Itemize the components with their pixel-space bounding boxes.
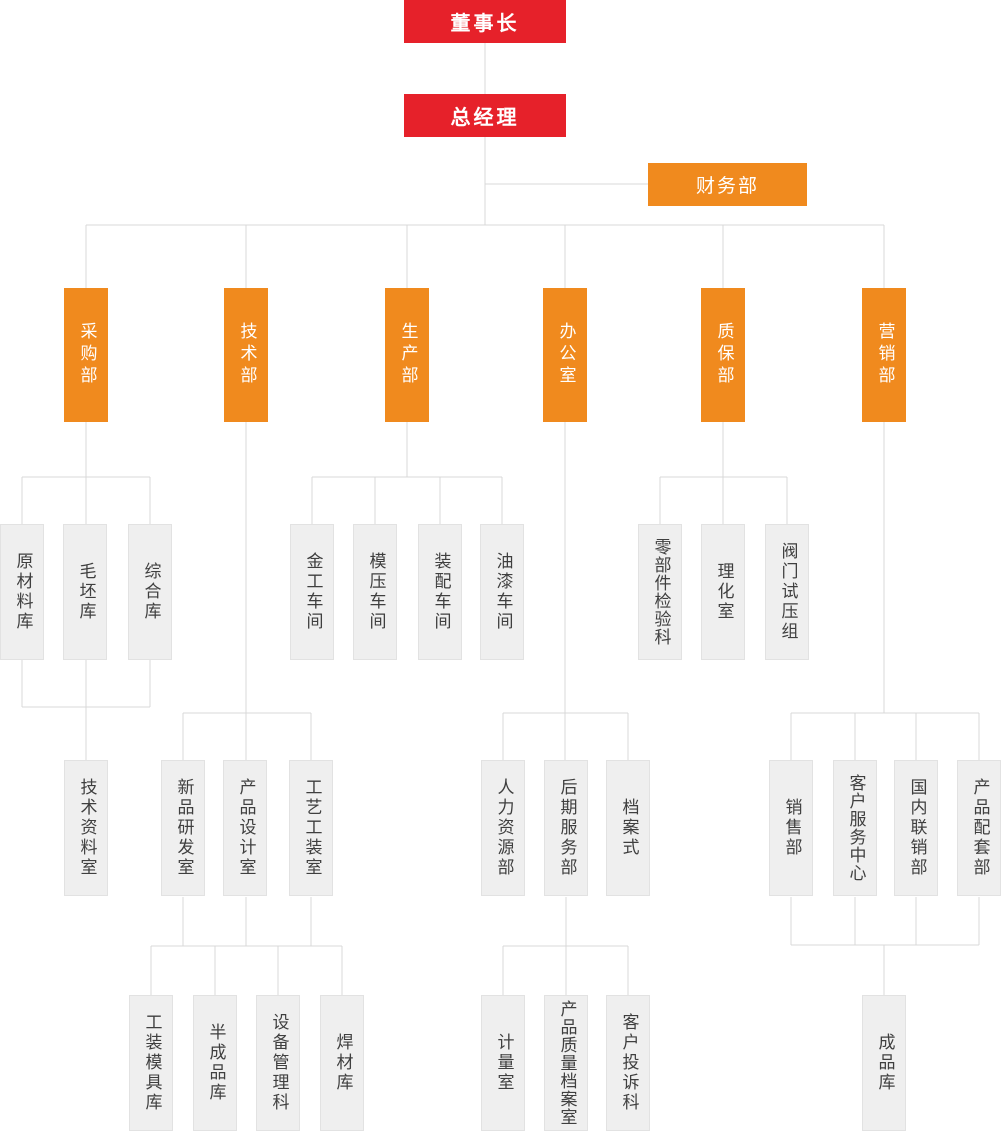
node-product-support-dept: 产品配套部 bbox=[957, 760, 1001, 896]
node-hr-dept: 人力资源部 bbox=[481, 760, 525, 896]
node-paint-workshop: 油漆车间 bbox=[480, 524, 524, 660]
node-process-tooling-room: 工艺工装室 bbox=[289, 760, 333, 896]
node-assembly-workshop: 装配车间 bbox=[418, 524, 462, 660]
dept-marketing: 营销部 bbox=[862, 288, 906, 422]
node-semi-finished-warehouse: 半成品库 bbox=[193, 995, 237, 1131]
node-after-service-dept: 后期服务部 bbox=[544, 760, 588, 896]
finance-dept-label: 财务部 bbox=[695, 175, 759, 197]
node-product-design-room: 产品设计室 bbox=[223, 760, 267, 896]
node-product-quality-archive-room: 产品质量档案室 bbox=[544, 995, 588, 1131]
node-metalwork-workshop: 金工车间 bbox=[290, 524, 334, 660]
node-raw-material-warehouse: 原材料库 bbox=[0, 524, 44, 660]
node-new-product-rd-room: 新品研发室 bbox=[161, 760, 205, 896]
node-equipment-management-section: 设备管理科 bbox=[256, 995, 300, 1131]
node-parts-inspection-section: 零部件检验科 bbox=[638, 524, 682, 660]
node-domestic-sales-dept: 国内联销部 bbox=[894, 760, 938, 896]
node-molding-workshop: 模压车间 bbox=[353, 524, 397, 660]
dept-office: 办公室 bbox=[543, 288, 587, 422]
node-customer-service-center: 客户服务中心 bbox=[833, 760, 877, 896]
node-sales-dept: 销售部 bbox=[769, 760, 813, 896]
chairman-label: 董事长 bbox=[450, 11, 520, 35]
node-blank-warehouse: 毛坯库 bbox=[63, 524, 107, 660]
general-manager-box: 总经理 bbox=[404, 94, 566, 137]
node-finished-goods-warehouse: 成品库 bbox=[862, 995, 906, 1131]
finance-dept-box: 财务部 bbox=[648, 163, 807, 206]
chairman-box: 董事长 bbox=[404, 0, 566, 43]
node-tech-archive-room: 技术资料室 bbox=[64, 760, 108, 896]
general-manager-label: 总经理 bbox=[450, 105, 520, 129]
dept-purchasing: 采购部 bbox=[64, 288, 108, 422]
node-tooling-mold-warehouse: 工装模具库 bbox=[129, 995, 173, 1131]
dept-quality: 质保部 bbox=[701, 288, 745, 422]
dept-technology: 技术部 bbox=[224, 288, 268, 422]
node-valve-pressure-test-group: 阀门试压组 bbox=[765, 524, 809, 660]
node-general-warehouse: 综合库 bbox=[128, 524, 172, 660]
node-metrology-room: 计量室 bbox=[481, 995, 525, 1131]
node-archive-room: 档案式 bbox=[606, 760, 650, 896]
node-welding-material-warehouse: 焊材库 bbox=[320, 995, 364, 1131]
node-physical-chemical-lab: 理化室 bbox=[701, 524, 745, 660]
dept-production: 生产部 bbox=[385, 288, 429, 422]
node-customer-complaint-section: 客户投诉科 bbox=[606, 995, 650, 1131]
